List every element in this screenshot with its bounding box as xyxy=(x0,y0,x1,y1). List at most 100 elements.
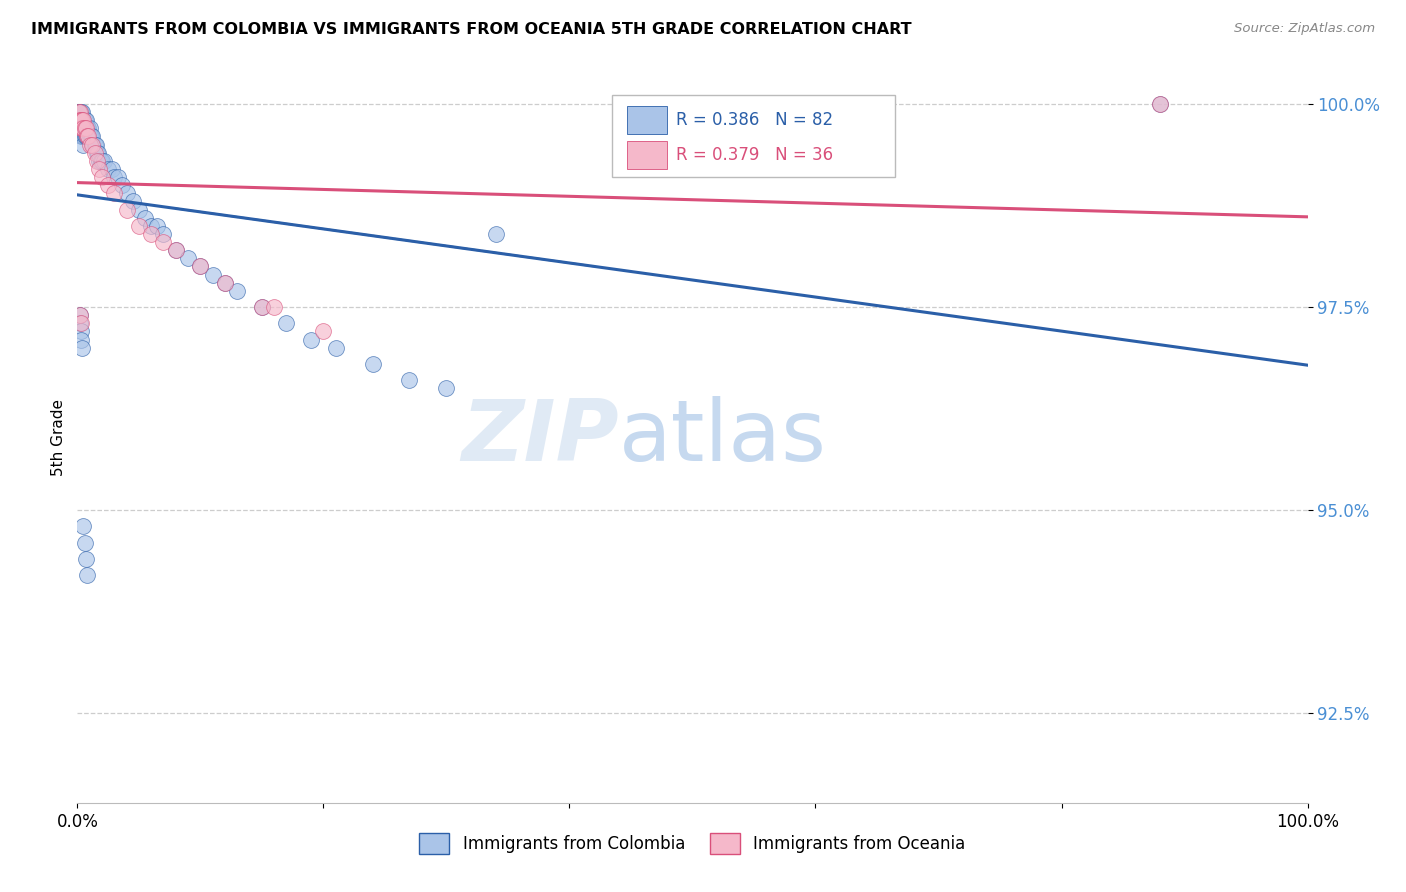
Point xyxy=(86,145,108,160)
Point xyxy=(69,105,91,120)
Point xyxy=(152,235,174,249)
Point xyxy=(83,137,105,152)
Point xyxy=(70,333,93,347)
Point xyxy=(152,227,174,241)
Point xyxy=(90,169,114,184)
Point xyxy=(67,105,90,120)
Point xyxy=(93,153,115,168)
Point xyxy=(73,121,96,136)
Point xyxy=(75,113,97,128)
Point xyxy=(70,105,93,120)
Point xyxy=(97,178,120,193)
Point xyxy=(201,268,224,282)
Point xyxy=(165,243,187,257)
Point xyxy=(89,153,111,168)
Point xyxy=(67,105,90,120)
Point xyxy=(276,316,298,330)
Point xyxy=(70,121,93,136)
Point xyxy=(263,300,285,314)
Point xyxy=(69,121,91,136)
Point xyxy=(70,113,93,128)
Text: atlas: atlas xyxy=(619,395,827,479)
Point xyxy=(70,129,93,144)
Point xyxy=(76,121,98,136)
Point xyxy=(299,333,322,347)
Point xyxy=(77,121,100,136)
Point xyxy=(177,252,200,266)
Point xyxy=(146,219,169,233)
Point xyxy=(69,113,91,128)
Point xyxy=(69,121,91,136)
Point xyxy=(250,300,273,314)
Point xyxy=(90,153,112,168)
Point xyxy=(67,113,90,128)
Point xyxy=(103,186,125,201)
Point xyxy=(84,137,107,152)
Point xyxy=(70,113,93,128)
Point xyxy=(73,113,96,128)
Point xyxy=(188,260,212,274)
Point xyxy=(70,316,93,330)
Point xyxy=(250,300,273,314)
Text: Source: ZipAtlas.com: Source: ZipAtlas.com xyxy=(1234,22,1375,36)
Point xyxy=(69,113,91,128)
Point xyxy=(82,129,104,144)
Point xyxy=(72,113,94,128)
Point xyxy=(69,308,91,322)
Point xyxy=(128,219,150,233)
Point xyxy=(70,121,93,136)
Point xyxy=(67,113,90,128)
Point xyxy=(72,519,94,533)
Point xyxy=(79,129,101,144)
Point xyxy=(73,535,96,549)
Point xyxy=(79,121,101,136)
Point xyxy=(73,121,96,136)
Point xyxy=(70,121,93,136)
Point xyxy=(70,121,93,136)
Point xyxy=(83,145,105,160)
Point xyxy=(111,178,132,193)
Point xyxy=(89,161,111,176)
Bar xyxy=(627,141,666,169)
Point xyxy=(325,341,347,355)
Point xyxy=(141,219,163,233)
Point xyxy=(90,153,114,168)
Point xyxy=(226,284,249,298)
Point xyxy=(70,113,93,128)
Point xyxy=(70,129,93,144)
Bar xyxy=(627,106,666,134)
Point xyxy=(75,121,97,136)
Point xyxy=(115,186,138,201)
Point xyxy=(82,137,104,152)
Point xyxy=(75,552,97,566)
Point xyxy=(361,357,384,371)
Point xyxy=(76,129,98,144)
Point xyxy=(69,113,91,128)
Point xyxy=(80,129,103,144)
Text: IMMIGRANTS FROM COLOMBIA VS IMMIGRANTS FROM OCEANIA 5TH GRADE CORRELATION CHART: IMMIGRANTS FROM COLOMBIA VS IMMIGRANTS F… xyxy=(31,22,911,37)
Text: R = 0.386   N = 82: R = 0.386 N = 82 xyxy=(676,111,834,128)
Point xyxy=(101,161,124,176)
Point xyxy=(67,105,90,120)
Legend: Immigrants from Colombia, Immigrants from Oceania: Immigrants from Colombia, Immigrants fro… xyxy=(412,827,973,860)
Point xyxy=(312,325,335,339)
Point xyxy=(70,121,93,136)
Point xyxy=(188,260,212,274)
Point xyxy=(121,194,143,209)
Point xyxy=(72,121,94,136)
Point xyxy=(67,113,90,128)
Point xyxy=(75,129,97,144)
Point xyxy=(77,129,100,144)
Point xyxy=(115,202,138,217)
FancyBboxPatch shape xyxy=(613,95,896,178)
Point xyxy=(128,202,150,217)
Point xyxy=(97,161,120,176)
Point xyxy=(107,169,129,184)
Point xyxy=(73,129,96,144)
Point xyxy=(436,381,458,395)
Point xyxy=(214,276,236,290)
Point xyxy=(141,227,163,241)
Point xyxy=(485,227,508,241)
Point xyxy=(398,373,420,387)
Point xyxy=(72,129,94,144)
